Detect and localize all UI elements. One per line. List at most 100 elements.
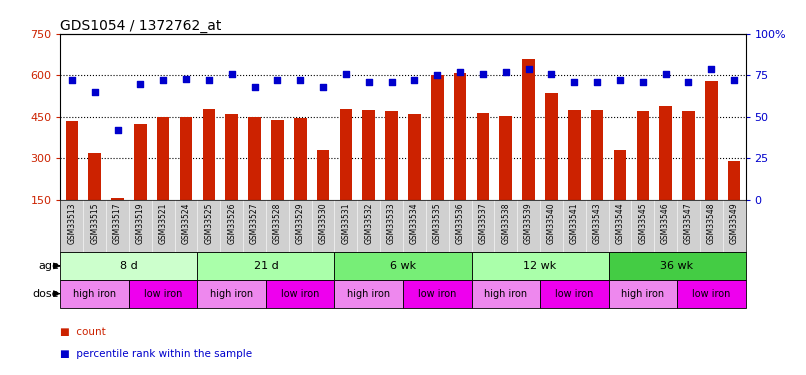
Point xyxy=(88,89,101,95)
Text: GSM33538: GSM33538 xyxy=(501,202,510,244)
Bar xyxy=(591,110,604,200)
Bar xyxy=(454,72,467,200)
Text: GSM33513: GSM33513 xyxy=(68,202,77,244)
Point xyxy=(339,70,352,76)
Point xyxy=(248,84,261,90)
Point xyxy=(271,77,284,83)
Bar xyxy=(476,113,489,200)
Text: GSM33530: GSM33530 xyxy=(318,202,327,244)
Text: high iron: high iron xyxy=(621,289,664,298)
Bar xyxy=(540,280,609,308)
Bar xyxy=(157,117,169,200)
Bar xyxy=(472,252,609,280)
Point xyxy=(111,127,124,133)
Bar xyxy=(294,118,306,200)
Bar xyxy=(202,109,215,200)
Bar xyxy=(403,280,472,308)
Bar xyxy=(609,280,677,308)
Text: GSM33540: GSM33540 xyxy=(547,202,556,244)
Point xyxy=(567,79,580,85)
Text: GSM33517: GSM33517 xyxy=(113,202,122,244)
Text: ■  percentile rank within the sample: ■ percentile rank within the sample xyxy=(60,350,252,359)
Text: GSM33547: GSM33547 xyxy=(684,202,693,244)
Text: GSM33549: GSM33549 xyxy=(729,202,738,244)
Bar xyxy=(705,81,717,200)
Point xyxy=(682,79,695,85)
Point xyxy=(545,70,558,76)
Text: GSM33529: GSM33529 xyxy=(296,202,305,244)
Bar xyxy=(266,280,334,308)
Point xyxy=(704,66,717,72)
Text: high iron: high iron xyxy=(73,289,116,298)
Text: GSM33531: GSM33531 xyxy=(342,202,351,244)
Bar xyxy=(60,252,197,280)
Text: GSM33527: GSM33527 xyxy=(250,202,259,244)
Bar xyxy=(334,280,403,308)
Text: GSM33524: GSM33524 xyxy=(181,202,190,244)
Text: GSM33519: GSM33519 xyxy=(136,202,145,244)
Bar xyxy=(431,75,443,200)
Bar xyxy=(334,252,472,280)
Point xyxy=(454,69,467,75)
Bar xyxy=(637,111,649,200)
Point xyxy=(385,79,398,85)
Bar xyxy=(317,150,330,200)
Text: low iron: low iron xyxy=(281,289,319,298)
Text: GSM33548: GSM33548 xyxy=(707,202,716,244)
Text: GSM33543: GSM33543 xyxy=(592,202,601,244)
Point xyxy=(591,79,604,85)
Bar xyxy=(134,124,147,200)
Text: GSM33526: GSM33526 xyxy=(227,202,236,244)
Point xyxy=(613,77,626,83)
Text: low iron: low iron xyxy=(692,289,730,298)
Bar xyxy=(682,111,695,200)
Point xyxy=(225,70,239,76)
Text: GSM33536: GSM33536 xyxy=(455,202,464,244)
Point xyxy=(180,76,193,82)
Bar xyxy=(677,280,746,308)
Text: GSM33521: GSM33521 xyxy=(159,202,168,244)
Bar xyxy=(385,111,398,200)
Bar xyxy=(271,120,284,200)
Bar xyxy=(545,93,558,200)
Text: GSM33532: GSM33532 xyxy=(364,202,373,244)
Bar xyxy=(111,198,124,200)
Bar xyxy=(522,59,535,200)
Text: GSM33537: GSM33537 xyxy=(479,202,488,244)
Bar xyxy=(226,114,238,200)
Point xyxy=(430,72,443,78)
Bar xyxy=(363,110,375,200)
Bar xyxy=(500,116,512,200)
Text: GSM33533: GSM33533 xyxy=(387,202,396,244)
Text: high iron: high iron xyxy=(347,289,390,298)
Point xyxy=(476,70,489,76)
Text: GSM33544: GSM33544 xyxy=(616,202,625,244)
Bar xyxy=(89,153,101,200)
Text: 36 wk: 36 wk xyxy=(660,261,694,271)
Text: high iron: high iron xyxy=(484,289,527,298)
Text: GSM33539: GSM33539 xyxy=(524,202,533,244)
Text: GSM33541: GSM33541 xyxy=(570,202,579,244)
Bar xyxy=(129,280,197,308)
Text: GSM33534: GSM33534 xyxy=(410,202,419,244)
Point xyxy=(499,69,513,75)
Point xyxy=(293,77,306,83)
Bar xyxy=(613,150,626,200)
Text: GSM33535: GSM33535 xyxy=(433,202,442,244)
Text: GSM33525: GSM33525 xyxy=(205,202,214,244)
Text: dose: dose xyxy=(33,289,60,298)
Point xyxy=(317,84,330,90)
Point xyxy=(202,77,215,83)
Bar xyxy=(568,110,580,200)
Text: GDS1054 / 1372762_at: GDS1054 / 1372762_at xyxy=(60,19,222,33)
Point xyxy=(156,77,169,83)
Bar xyxy=(197,252,334,280)
Point xyxy=(363,79,376,85)
Point xyxy=(522,66,535,72)
Point xyxy=(637,79,650,85)
Bar xyxy=(472,280,540,308)
Point xyxy=(65,77,78,83)
Text: low iron: low iron xyxy=(418,289,456,298)
Bar xyxy=(180,117,193,200)
Text: GSM33528: GSM33528 xyxy=(273,202,282,244)
